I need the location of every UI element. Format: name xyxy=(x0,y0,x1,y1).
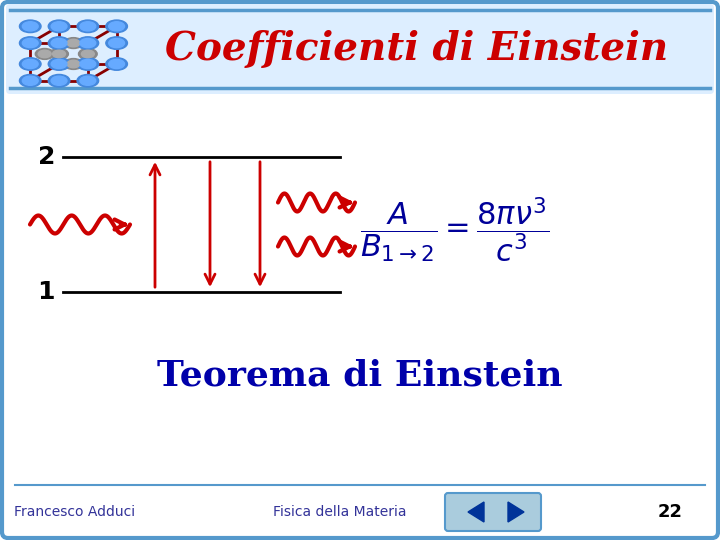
Polygon shape xyxy=(508,502,524,522)
Circle shape xyxy=(77,20,99,32)
Circle shape xyxy=(64,58,83,70)
Text: 1: 1 xyxy=(37,280,55,304)
Circle shape xyxy=(48,37,70,49)
Circle shape xyxy=(48,20,70,32)
Circle shape xyxy=(77,37,99,49)
Circle shape xyxy=(19,37,41,49)
Circle shape xyxy=(106,20,127,32)
Circle shape xyxy=(81,50,94,58)
Circle shape xyxy=(22,76,38,85)
Polygon shape xyxy=(468,502,484,522)
Circle shape xyxy=(77,58,99,70)
Circle shape xyxy=(38,50,51,58)
Circle shape xyxy=(51,38,67,48)
Circle shape xyxy=(19,58,41,70)
FancyBboxPatch shape xyxy=(445,493,541,531)
Circle shape xyxy=(51,59,67,69)
Text: Teorema di Einstein: Teorema di Einstein xyxy=(157,358,563,392)
Circle shape xyxy=(80,22,96,31)
Text: $\dfrac{A}{B_{1\rightarrow 2}} = \dfrac{8\pi\nu^3}{c^3}$: $\dfrac{A}{B_{1\rightarrow 2}} = \dfrac{… xyxy=(360,195,549,265)
Circle shape xyxy=(53,50,66,58)
Circle shape xyxy=(109,59,125,69)
Circle shape xyxy=(78,49,97,59)
Text: 22: 22 xyxy=(657,503,683,521)
Circle shape xyxy=(22,22,38,31)
Circle shape xyxy=(51,22,67,31)
Circle shape xyxy=(109,38,125,48)
Text: Francesco Adduci: Francesco Adduci xyxy=(14,505,135,519)
Circle shape xyxy=(80,76,96,85)
Circle shape xyxy=(48,58,70,70)
Circle shape xyxy=(50,49,68,59)
Circle shape xyxy=(19,75,41,87)
Circle shape xyxy=(22,38,38,48)
Circle shape xyxy=(67,39,80,47)
Text: Coefficienti di Einstein: Coefficienti di Einstein xyxy=(165,30,668,68)
Circle shape xyxy=(106,37,127,49)
Circle shape xyxy=(80,38,96,48)
Circle shape xyxy=(19,20,41,32)
Circle shape xyxy=(77,75,99,87)
Text: 2: 2 xyxy=(37,145,55,169)
Circle shape xyxy=(67,60,80,68)
Text: Fisica della Materia: Fisica della Materia xyxy=(274,505,407,519)
FancyBboxPatch shape xyxy=(6,4,714,94)
Circle shape xyxy=(109,22,125,31)
Circle shape xyxy=(22,59,38,69)
Circle shape xyxy=(64,38,83,49)
Circle shape xyxy=(48,75,70,87)
Circle shape xyxy=(51,76,67,85)
Circle shape xyxy=(106,58,127,70)
Circle shape xyxy=(80,59,96,69)
Circle shape xyxy=(35,49,54,59)
